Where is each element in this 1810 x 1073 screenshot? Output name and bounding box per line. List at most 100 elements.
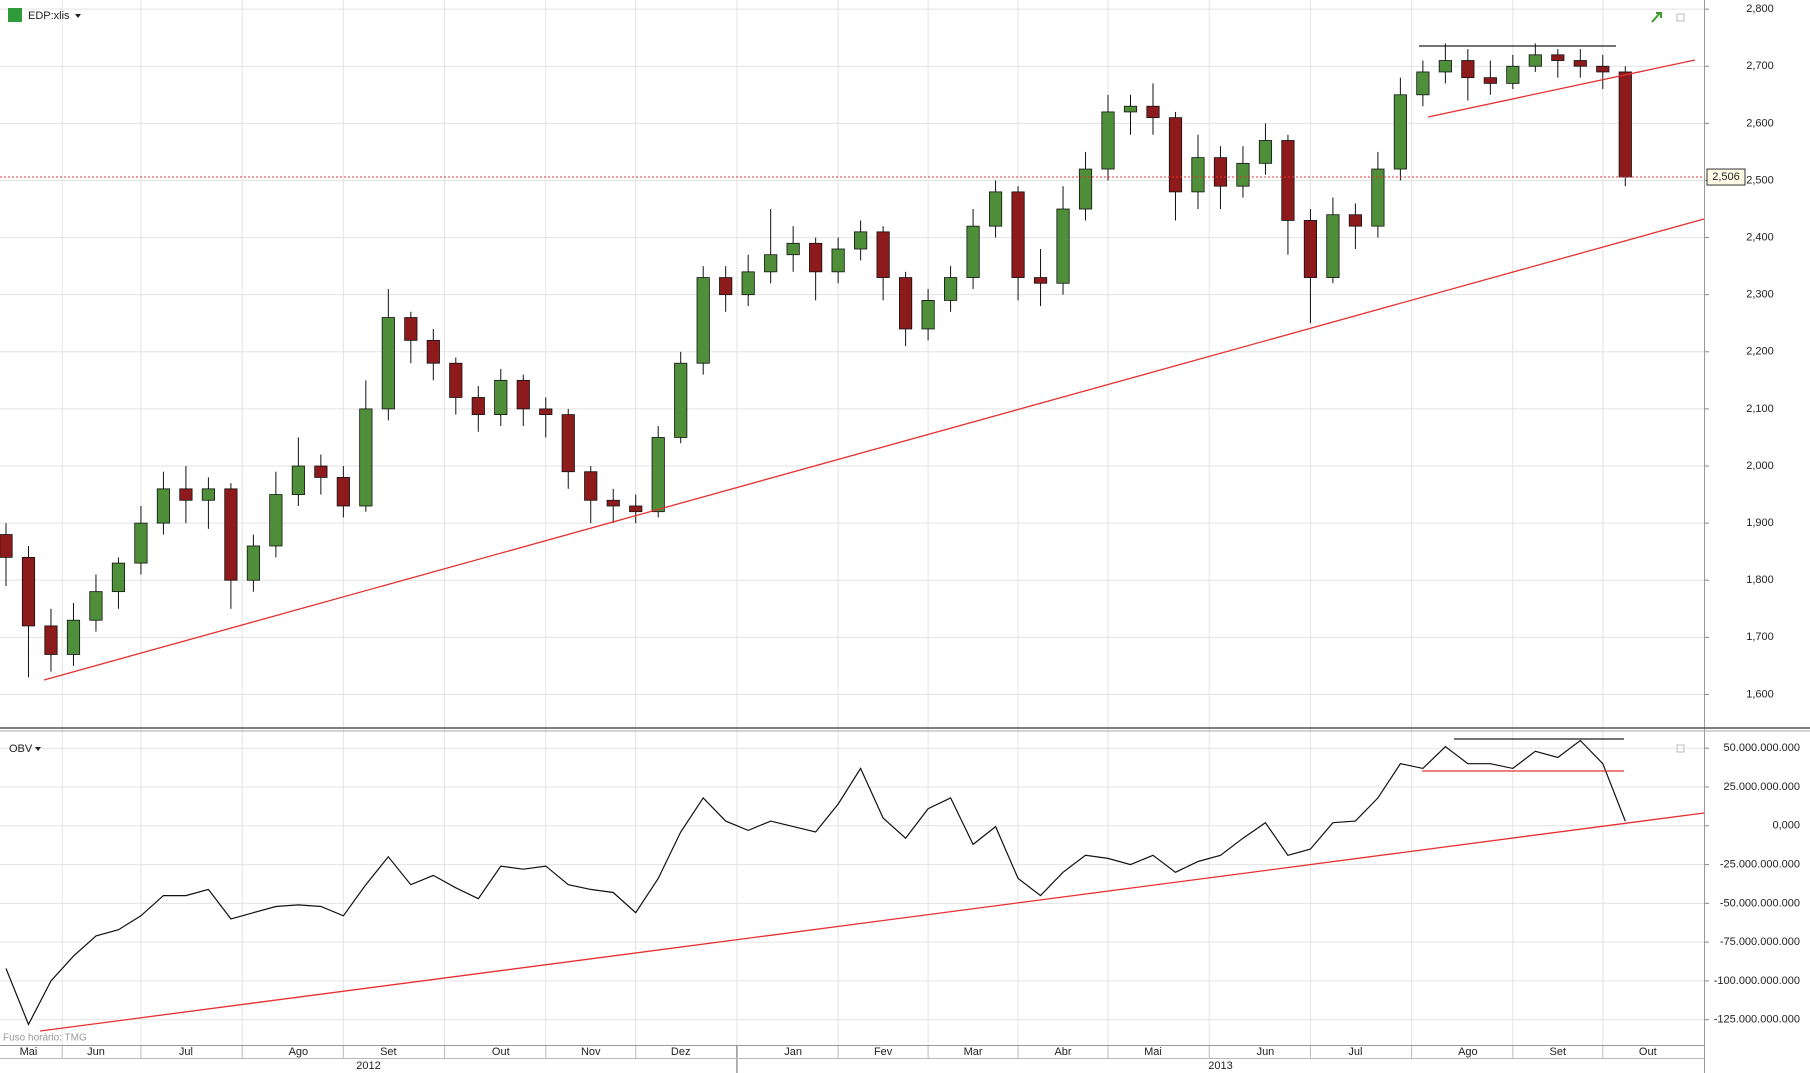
symbol-icon xyxy=(8,8,22,22)
candle-body xyxy=(741,271,755,296)
candle-body xyxy=(651,437,665,513)
x-tick-label: Mar xyxy=(964,1046,983,1058)
candle-body xyxy=(1461,60,1475,79)
y-tick-label: 1,800 xyxy=(1746,574,1774,586)
x-tick-label: Jun xyxy=(1257,1046,1275,1058)
y-tick-label: 2,600 xyxy=(1746,117,1774,129)
last-price-box xyxy=(1706,168,1746,186)
y-tick-label: 2,500 xyxy=(1746,174,1774,186)
candle-body xyxy=(1033,277,1048,284)
candle-body xyxy=(674,362,688,438)
candle-body xyxy=(966,225,980,278)
y-tick-label: -50.000.000.000 xyxy=(1720,897,1800,909)
y-tick-label: 1,900 xyxy=(1746,517,1774,529)
year-label: 2013 xyxy=(1208,1060,1232,1072)
dropdown-arrow[interactable] xyxy=(35,747,41,751)
candle-body xyxy=(44,625,58,655)
candle-body xyxy=(1101,111,1115,170)
trend-line xyxy=(39,812,1705,1032)
candle-body xyxy=(1011,191,1025,278)
marks xyxy=(0,43,1704,1026)
y-tick-label: 2,700 xyxy=(1746,60,1774,72)
candle-body xyxy=(854,231,868,250)
dropdown-arrow[interactable] xyxy=(75,14,81,18)
x-tick-label: Dez xyxy=(671,1046,691,1058)
candle-body xyxy=(1326,214,1340,278)
candle-body xyxy=(943,277,958,301)
candle-body xyxy=(269,494,283,547)
x-tick-label: Out xyxy=(492,1046,510,1058)
candle-body xyxy=(1191,157,1205,193)
y-tick-label: 0,000 xyxy=(1772,820,1800,832)
candle-body xyxy=(1573,60,1587,67)
trend-lines xyxy=(39,45,1705,1032)
candle-body xyxy=(516,379,530,410)
x-tick-label: Mai xyxy=(1144,1046,1162,1058)
candle-body xyxy=(449,362,463,398)
y-tick-label: -25.000.000.000 xyxy=(1720,858,1800,870)
last-price-label: 2,506 xyxy=(1712,171,1740,183)
y-tick-label: 2,400 xyxy=(1746,231,1774,243)
candle-body xyxy=(89,591,103,621)
x-tick-label: Jul xyxy=(179,1046,193,1058)
candle-body xyxy=(809,242,823,273)
x-tick-label: Set xyxy=(380,1046,397,1058)
candle-body xyxy=(1056,208,1070,284)
window-icon[interactable] xyxy=(1676,13,1685,22)
candle-body xyxy=(1528,54,1542,67)
candle-body xyxy=(831,248,845,273)
y-tick-label: 2,000 xyxy=(1746,460,1774,472)
trend-line xyxy=(1427,59,1696,118)
y-tick-label: -75.000.000.000 xyxy=(1720,936,1800,948)
candle-body xyxy=(291,465,305,495)
instrument-title[interactable]: EDP:xlis xyxy=(28,10,70,22)
candle-body xyxy=(606,499,620,507)
x-tick-label: Out xyxy=(1639,1046,1657,1058)
y-tick-label: -100.000.000.000 xyxy=(1714,975,1800,987)
candle-body xyxy=(1078,168,1093,210)
candle-body xyxy=(1348,214,1362,227)
x-tick-label: Abr xyxy=(1054,1046,1071,1058)
indicator-title[interactable]: OBV xyxy=(9,743,33,755)
candle-body xyxy=(696,277,710,364)
trend-line xyxy=(43,218,1705,681)
candle-body xyxy=(988,191,1003,227)
candle-body xyxy=(1393,94,1407,170)
candle-body xyxy=(584,471,598,501)
candle-body xyxy=(1236,162,1250,187)
candle-body xyxy=(1213,157,1228,187)
trend-icon[interactable] xyxy=(1651,12,1662,23)
candle-body xyxy=(494,379,508,416)
candle-body xyxy=(1483,77,1497,84)
window-icon[interactable] xyxy=(1676,744,1685,753)
y-tick-label: 2,100 xyxy=(1746,403,1774,415)
candle-body xyxy=(1281,140,1295,221)
candle-body xyxy=(719,277,733,296)
candle-body xyxy=(1303,220,1318,278)
candle-body xyxy=(21,556,36,627)
candle-body xyxy=(1146,105,1160,119)
candle-body xyxy=(1618,71,1632,178)
x-tick-label: Nov xyxy=(581,1046,601,1058)
x-tick-label: Ago xyxy=(1458,1046,1478,1058)
grid xyxy=(0,0,1709,1073)
x-tick-label: Set xyxy=(1550,1046,1567,1058)
y-tick-label: 1,600 xyxy=(1746,688,1774,700)
y-tick-label: 2,300 xyxy=(1746,289,1774,301)
x-tick-label: Mai xyxy=(20,1046,38,1058)
candle-body xyxy=(246,545,260,581)
candle-body xyxy=(561,414,575,473)
candle-body xyxy=(471,397,485,416)
candle-body xyxy=(539,408,553,416)
candle-body xyxy=(1168,117,1183,193)
candle-body xyxy=(336,477,350,507)
candle-body xyxy=(314,465,328,478)
candle-body xyxy=(359,408,373,507)
candle-body xyxy=(0,534,13,558)
candle-body xyxy=(1123,105,1138,113)
obv-line xyxy=(5,739,1626,1026)
candle-body xyxy=(201,488,215,501)
